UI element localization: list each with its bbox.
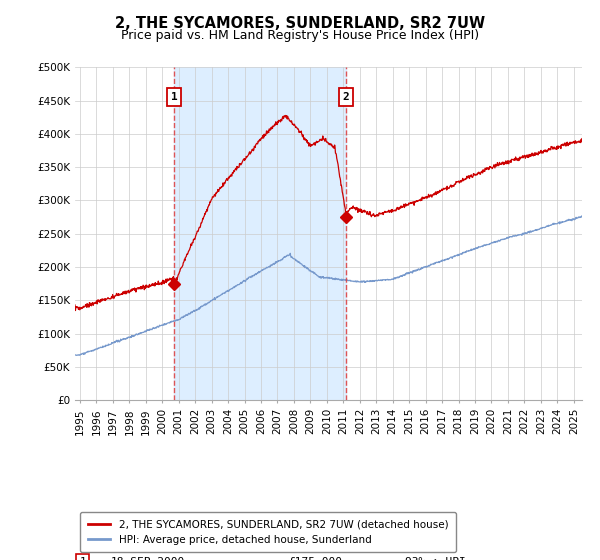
Text: 2, THE SYCAMORES, SUNDERLAND, SR2 7UW: 2, THE SYCAMORES, SUNDERLAND, SR2 7UW: [115, 16, 485, 31]
Text: £175,000: £175,000: [288, 557, 342, 560]
Text: 93% ↑ HPI: 93% ↑ HPI: [404, 557, 466, 560]
Text: Price paid vs. HM Land Registry's House Price Index (HPI): Price paid vs. HM Land Registry's House …: [121, 29, 479, 42]
Text: 1: 1: [79, 557, 86, 560]
Text: 18-SEP-2000: 18-SEP-2000: [110, 557, 185, 560]
Legend: 2, THE SYCAMORES, SUNDERLAND, SR2 7UW (detached house), HPI: Average price, deta: 2, THE SYCAMORES, SUNDERLAND, SR2 7UW (d…: [80, 512, 455, 552]
Text: 1: 1: [171, 92, 178, 102]
Bar: [174, 67, 346, 400]
Text: 2: 2: [343, 92, 349, 102]
